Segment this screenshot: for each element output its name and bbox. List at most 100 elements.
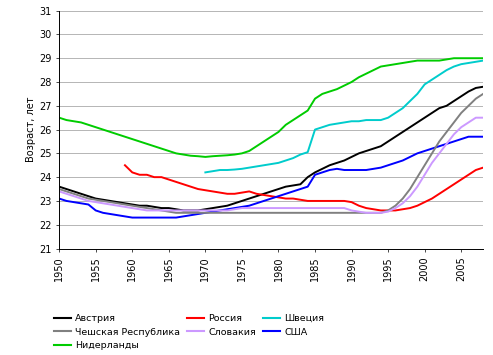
- Швеция: [415, 92, 421, 96]
- Россия: [129, 170, 135, 175]
- Швеция: [334, 121, 340, 126]
- Нидерланды: [71, 119, 77, 124]
- Россия: [290, 196, 296, 201]
- Швеция: [283, 158, 289, 163]
- Россия: [465, 173, 471, 177]
- Line: Словакия: Словакия: [59, 118, 483, 213]
- Словакия: [166, 208, 172, 213]
- Швеция: [312, 127, 318, 132]
- США: [283, 192, 289, 196]
- Швеция: [385, 116, 391, 120]
- Швеция: [458, 62, 464, 66]
- Россия: [305, 199, 311, 203]
- Россия: [327, 199, 333, 203]
- Россия: [371, 207, 377, 211]
- Россия: [151, 175, 157, 179]
- Швеция: [480, 59, 486, 63]
- Y-axis label: Возраст, лет: Возраст, лет: [26, 97, 36, 162]
- Швеция: [276, 161, 282, 165]
- США: [71, 200, 77, 204]
- Россия: [480, 165, 486, 170]
- Россия: [137, 173, 142, 177]
- Австрия: [56, 185, 62, 189]
- Россия: [210, 189, 215, 193]
- Швеция: [305, 150, 311, 154]
- США: [122, 214, 128, 219]
- Швеция: [246, 165, 252, 170]
- Швеция: [371, 118, 377, 122]
- Россия: [180, 182, 186, 186]
- Россия: [188, 185, 194, 189]
- Line: Швеция: Швеция: [206, 61, 483, 173]
- Line: Австрия: Австрия: [59, 87, 483, 211]
- Россия: [224, 192, 230, 196]
- Россия: [415, 203, 421, 208]
- Line: США: США: [59, 137, 483, 218]
- Швеция: [327, 123, 333, 127]
- Россия: [422, 200, 427, 204]
- Legend: Австрия, Чешская Республика, Нидерланды, Россия, Словакия, Швеция, США: Австрия, Чешская Республика, Нидерланды,…: [54, 314, 324, 350]
- Line: Россия: Россия: [125, 165, 483, 211]
- Нидерланды: [122, 135, 128, 139]
- США: [173, 215, 179, 220]
- Россия: [195, 187, 201, 191]
- Россия: [144, 173, 150, 177]
- Словакия: [276, 206, 282, 210]
- Россия: [319, 199, 325, 203]
- США: [56, 196, 62, 201]
- Австрия: [100, 198, 106, 202]
- Швеция: [429, 77, 435, 82]
- Россия: [341, 199, 347, 203]
- Чешская Республика: [56, 187, 62, 191]
- Line: Чешская Республика: Чешская Республика: [59, 94, 483, 213]
- США: [480, 135, 486, 139]
- Россия: [239, 191, 245, 195]
- Швеция: [232, 168, 238, 172]
- Россия: [261, 193, 267, 197]
- Швеция: [261, 163, 267, 167]
- Швеция: [451, 64, 457, 69]
- Россия: [122, 163, 128, 167]
- Австрия: [283, 185, 289, 189]
- Россия: [444, 187, 450, 191]
- США: [100, 211, 106, 215]
- Россия: [246, 189, 252, 193]
- Словакия: [363, 211, 369, 215]
- Чешская Республика: [122, 202, 128, 207]
- Швеция: [210, 169, 215, 173]
- Россия: [283, 196, 289, 201]
- Line: Нидерланды: Нидерланды: [59, 58, 483, 157]
- Чешская Республика: [173, 211, 179, 215]
- США: [129, 215, 135, 220]
- Швеция: [203, 170, 209, 175]
- Россия: [166, 178, 172, 182]
- Россия: [203, 188, 209, 192]
- Австрия: [371, 147, 377, 151]
- Австрия: [480, 84, 486, 89]
- Швеция: [341, 120, 347, 125]
- Россия: [312, 199, 318, 203]
- Словакия: [122, 205, 128, 209]
- Россия: [253, 192, 259, 196]
- Нидерланды: [283, 123, 289, 127]
- Нидерланды: [100, 127, 106, 132]
- Швеция: [253, 164, 259, 169]
- Швеция: [290, 156, 296, 160]
- Словакия: [71, 194, 77, 198]
- Россия: [363, 206, 369, 210]
- Россия: [268, 194, 274, 198]
- Швеция: [297, 152, 303, 157]
- Швеция: [407, 99, 413, 103]
- Россия: [356, 203, 362, 208]
- Словакия: [473, 116, 479, 120]
- Швеция: [349, 119, 354, 124]
- Швеция: [363, 118, 369, 122]
- Нидерланды: [480, 56, 486, 60]
- Швеция: [239, 167, 245, 171]
- Россия: [297, 198, 303, 202]
- Нидерланды: [166, 149, 172, 153]
- Швеция: [319, 125, 325, 129]
- Швеция: [473, 60, 479, 64]
- Швеция: [436, 73, 442, 77]
- Чешская Республика: [100, 199, 106, 203]
